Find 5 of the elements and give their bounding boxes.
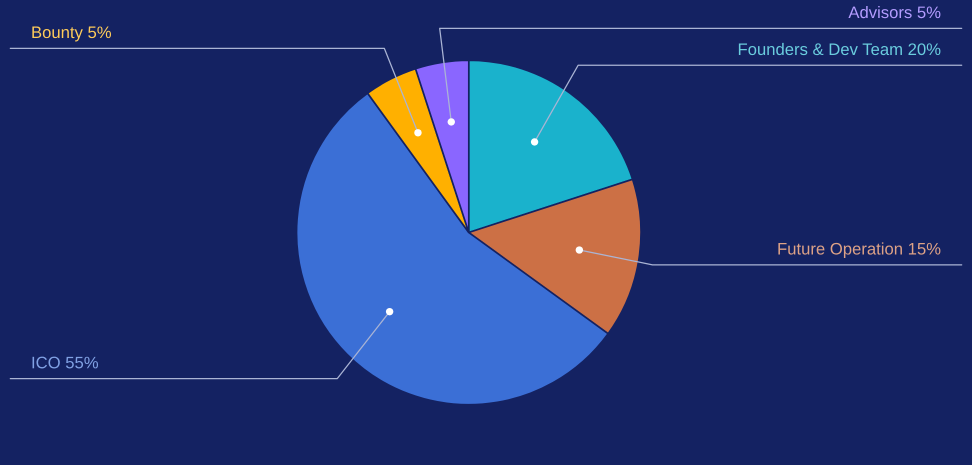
slice-label: Advisors 5% — [848, 6, 940, 18]
slice-label: Future Operation 15% — [778, 242, 940, 258]
slice-label: ICO 55% — [32, 356, 98, 368]
slice-label: Founders & Dev Team 20% — [738, 42, 940, 56]
slice-label: Bounty 5% — [32, 26, 112, 42]
